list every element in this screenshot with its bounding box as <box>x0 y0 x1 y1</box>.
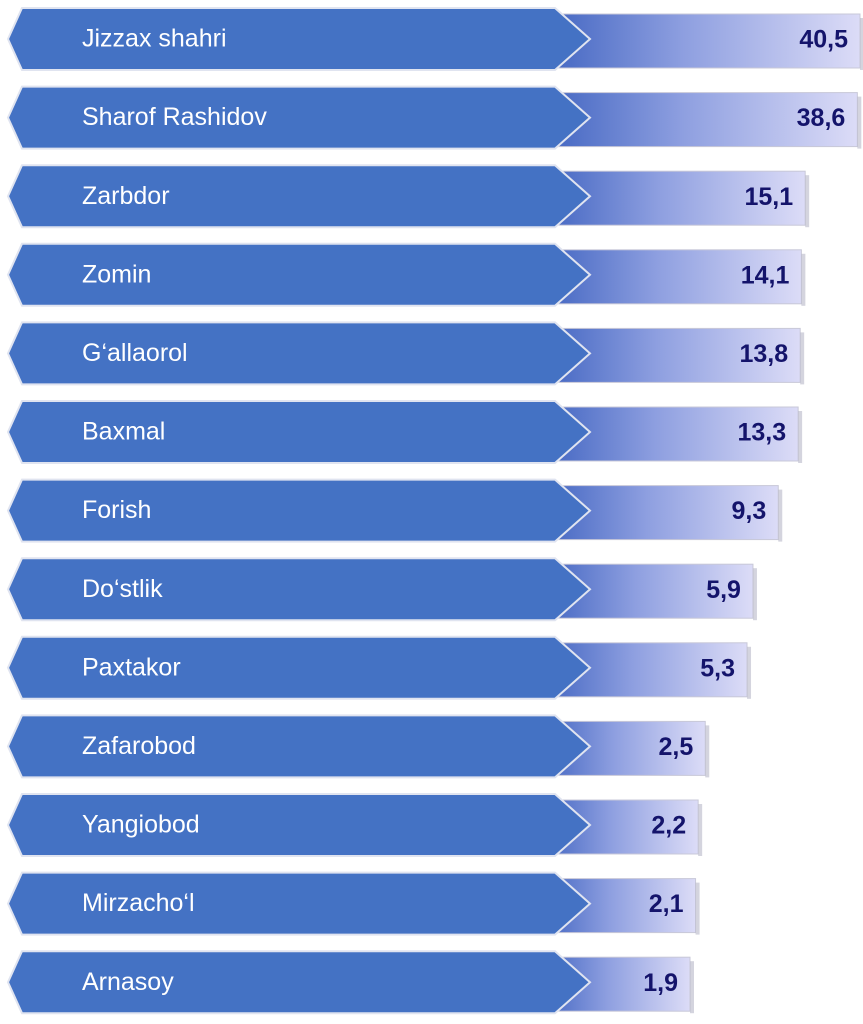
category-label: Zarbdor <box>82 182 170 210</box>
category-label: Paxtakor <box>82 653 181 681</box>
category-label: Forish <box>82 496 151 524</box>
bar <box>539 92 858 148</box>
bar-shadow <box>857 96 862 149</box>
category-label-shape <box>6 557 592 622</box>
bar-shadow <box>860 18 863 70</box>
category-label-shape <box>6 85 592 150</box>
bar-shadow <box>798 411 803 463</box>
value-label: 5,9 <box>706 576 741 604</box>
category-label-shape <box>6 321 592 386</box>
category-label-shape <box>6 793 592 857</box>
bar-shadow <box>747 646 752 699</box>
value-label: 40,5 <box>799 26 848 54</box>
value-label: 2,2 <box>651 812 686 840</box>
bar-shadow <box>698 804 703 856</box>
value-label: 13,3 <box>737 419 786 447</box>
value-label: 38,6 <box>797 104 846 132</box>
value-label: 14,1 <box>741 261 790 289</box>
value-label: 1,9 <box>643 969 678 997</box>
bar-shadow <box>690 961 694 1014</box>
bar <box>539 13 861 69</box>
bar-shadow <box>800 332 805 385</box>
value-label: 15,1 <box>745 183 794 211</box>
category-label-shape <box>6 635 592 700</box>
category-label-shape <box>6 242 592 307</box>
bar-shadow <box>778 489 783 542</box>
category-label-shape <box>6 400 592 464</box>
category-label: Baxmal <box>82 418 165 446</box>
category-label-shape <box>6 714 592 779</box>
bar-shadow <box>705 725 710 778</box>
category-label: Arnasoy <box>82 968 174 996</box>
value-label: 5,3 <box>700 654 735 682</box>
value-label: 2,5 <box>658 733 693 761</box>
category-label: Zomin <box>82 260 151 288</box>
category-label: Jizzax shahri <box>82 25 227 53</box>
category-label: Sharof Rashidov <box>82 103 267 131</box>
category-label-shape <box>6 478 592 543</box>
value-label: 13,8 <box>740 340 789 368</box>
category-label: Mirzacho‘l <box>82 889 195 917</box>
value-label: 2,1 <box>649 890 684 918</box>
bar-shadow <box>695 882 700 935</box>
bar-shadow <box>752 568 757 621</box>
category-label: G‘allaorol <box>82 339 188 367</box>
category-label-shape <box>6 950 592 1015</box>
value-label: 9,3 <box>731 497 766 525</box>
category-label-shape <box>6 164 592 229</box>
category-label-shape <box>6 7 592 71</box>
category-label: Do‘stlik <box>82 575 163 603</box>
category-label: Zafarobod <box>82 732 196 760</box>
category-label: Yangiobod <box>82 811 200 839</box>
category-label-shape <box>6 871 592 936</box>
bar-shadow <box>805 175 810 228</box>
bar-shadow <box>801 253 806 306</box>
